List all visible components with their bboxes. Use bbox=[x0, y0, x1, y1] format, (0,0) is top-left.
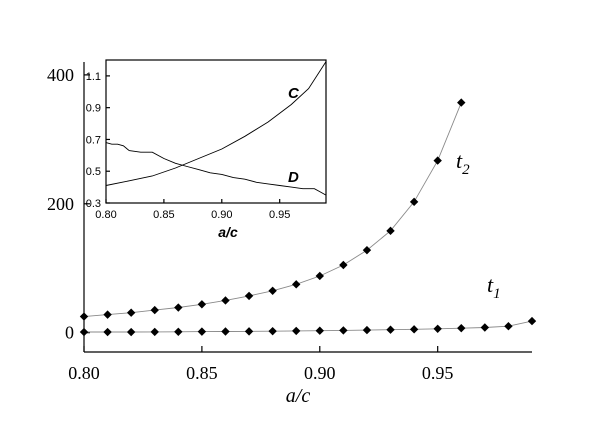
series-t1-point bbox=[150, 327, 159, 337]
series-t1-label: t1 bbox=[487, 272, 501, 302]
series-t2-label-main: t bbox=[456, 148, 463, 173]
inset-frame bbox=[105, 59, 327, 204]
x-tick-label: 0.90 bbox=[304, 363, 336, 383]
inset-y-tick-label: 0.3 bbox=[86, 198, 101, 210]
inset-y-tick-label: 0.7 bbox=[86, 134, 101, 146]
series-t2-point bbox=[339, 260, 348, 270]
series-t2-point bbox=[174, 303, 183, 312]
inset-x-axis-label: a/c bbox=[218, 224, 238, 240]
series-t1-point bbox=[339, 326, 348, 335]
series-t1-point bbox=[433, 324, 442, 333]
x-tick-label: 0.80 bbox=[68, 363, 100, 383]
series-t1-point bbox=[268, 326, 277, 336]
y-tick-label: 400 bbox=[47, 65, 74, 85]
x-tick-label: 0.95 bbox=[422, 363, 454, 383]
series-t1-point bbox=[79, 327, 89, 337]
series-t1-point bbox=[504, 322, 513, 331]
series-t2-point bbox=[268, 286, 277, 295]
series-t1-point bbox=[292, 326, 301, 336]
series-t1-point bbox=[103, 327, 112, 337]
inset-series-C-label: C bbox=[288, 85, 300, 102]
series-t2-point bbox=[457, 98, 466, 107]
inset-series-C-line bbox=[105, 61, 327, 186]
series-t1-point bbox=[174, 327, 183, 336]
series-t1-point bbox=[409, 325, 419, 334]
inset-x-tick-label: 0.85 bbox=[153, 209, 174, 221]
series-t2-point bbox=[197, 300, 207, 309]
series-t1-point bbox=[197, 327, 207, 336]
series-t2-label: t2 bbox=[456, 148, 470, 178]
x-axis-label: a/c bbox=[286, 385, 311, 407]
inset-series-D-label: D bbox=[288, 169, 299, 186]
series-t1-point bbox=[480, 323, 490, 332]
y-tick-label: 200 bbox=[47, 194, 74, 214]
y-tick-label: 0 bbox=[65, 323, 74, 343]
inset-x-tick-label: 0.80 bbox=[95, 209, 116, 221]
series-t2-point bbox=[79, 312, 89, 321]
series-t2-label-sub: 2 bbox=[462, 162, 470, 178]
series-t1-line bbox=[84, 320, 533, 333]
series-t2-point bbox=[386, 226, 395, 236]
series-t1-point bbox=[315, 326, 324, 335]
series-t1-point bbox=[386, 325, 395, 334]
series-t2-point bbox=[150, 305, 159, 315]
series-t1-point bbox=[527, 316, 537, 326]
series-t2-point bbox=[244, 291, 254, 301]
series-t1-label-sub: 1 bbox=[493, 286, 501, 302]
inset-series-D-line bbox=[105, 142, 327, 196]
series-t2-point bbox=[362, 245, 372, 255]
inset-chart: 0.80 0.85 0.90 0.95 0.3 0.5 0.7 0.9 1.1 a/c C D bbox=[86, 59, 327, 240]
series-t1-point bbox=[221, 327, 230, 336]
series-t1-point bbox=[244, 327, 254, 336]
inset-y-tick-label: 1.1 bbox=[86, 71, 101, 83]
series-t1-point bbox=[457, 323, 466, 333]
series-t1-label-main: t bbox=[487, 272, 494, 297]
inset-y-tick-label: 0.5 bbox=[86, 166, 101, 178]
inset-x-tick-label: 0.95 bbox=[269, 209, 290, 221]
inset-x-tick-label: 0.90 bbox=[211, 209, 232, 221]
series-t2-point bbox=[433, 156, 442, 165]
x-tick-label: 0.85 bbox=[186, 363, 218, 383]
inset-y-tick-label: 0.9 bbox=[86, 103, 101, 115]
series-t1-point bbox=[126, 327, 136, 337]
series-t2-point bbox=[103, 310, 112, 319]
series-t2-point bbox=[409, 197, 419, 207]
series-t2-point bbox=[315, 271, 324, 281]
series-t2-point bbox=[292, 280, 301, 289]
series-t1-point bbox=[362, 325, 372, 335]
series-t2-point bbox=[221, 296, 230, 305]
series-t2-point bbox=[126, 308, 136, 317]
